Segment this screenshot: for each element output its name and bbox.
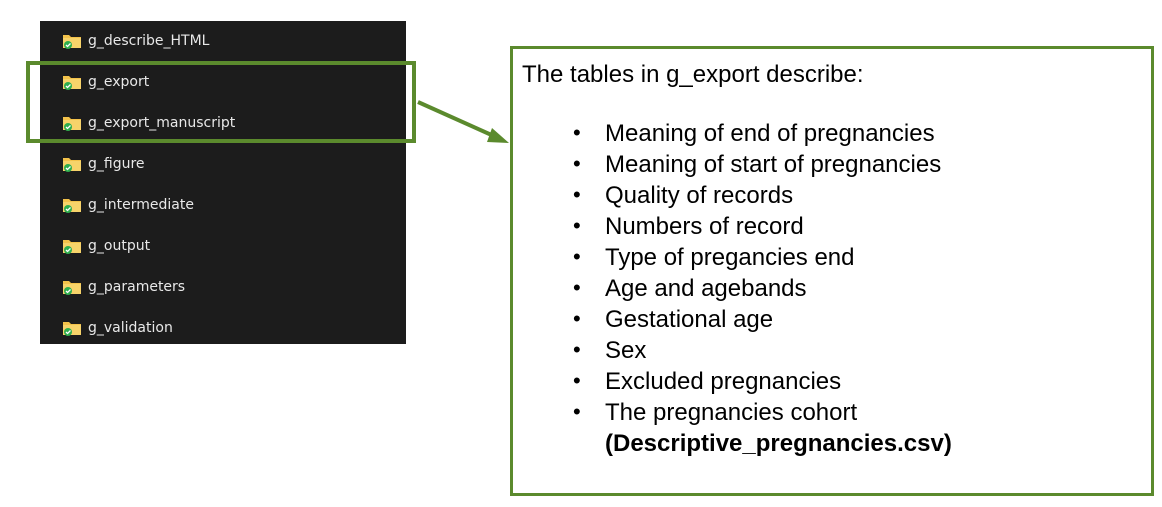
- list-item-text: The pregnancies cohort: [605, 399, 858, 426]
- list-item-text: Quality of records: [605, 182, 794, 209]
- list-item-text: Excluded pregnancies: [605, 368, 842, 395]
- list-item-text: Age and agebands: [605, 275, 807, 302]
- folder-label: g_intermediate: [88, 197, 194, 213]
- folder-label: g_validation: [88, 320, 173, 336]
- folder-label: g_parameters: [88, 279, 186, 295]
- folder-synced-icon: [63, 158, 81, 172]
- folder-item-g-validation[interactable]: g_validation: [40, 314, 406, 342]
- folder-label: g_output: [88, 238, 151, 254]
- bullet-dot: •: [573, 213, 581, 238]
- list-item-text: Numbers of record: [605, 213, 804, 240]
- folder-item-g-export[interactable]: g_export: [40, 68, 406, 96]
- folder-synced-icon: [63, 322, 81, 336]
- bullet-dot: •: [573, 151, 581, 176]
- folder-synced-icon: [63, 240, 81, 254]
- file-explorer-panel: g_describe_HTML g_export g_export_manusc…: [40, 21, 406, 344]
- folder-item-g-describe-html[interactable]: g_describe_HTML: [40, 27, 406, 55]
- highlight-box: [26, 61, 416, 143]
- bullet-dot: •: [573, 368, 581, 393]
- arrow-head-icon: [487, 128, 509, 143]
- folder-item-g-figure[interactable]: g_figure: [40, 150, 406, 178]
- list-item-text: Meaning of start of pregnancies: [605, 151, 942, 178]
- folder-item-g-output[interactable]: g_output: [40, 232, 406, 260]
- bullet-dot: •: [573, 182, 581, 207]
- list-item-text: Gestational age: [605, 306, 774, 333]
- bullet-dot: •: [573, 244, 581, 269]
- folder-label: g_describe_HTML: [88, 33, 210, 49]
- bullet-dot: •: [573, 337, 581, 362]
- folder-synced-icon: [63, 35, 81, 49]
- folder-label: g_export: [88, 74, 150, 90]
- callout-heading: The tables in g_export describe:: [522, 61, 864, 88]
- folder-synced-icon: [63, 117, 81, 131]
- list-item-text: Type of pregancies end: [605, 244, 855, 271]
- cohort-filename: (Descriptive_pregnancies.csv): [605, 430, 952, 457]
- list-item-text: Sex: [605, 337, 647, 364]
- bullet-dot: •: [573, 275, 581, 300]
- folder-item-g-parameters[interactable]: g_parameters: [40, 273, 406, 301]
- folder-label: g_export_manuscript: [88, 115, 236, 131]
- bullet-dot: •: [573, 306, 581, 331]
- arrow-line: [417, 100, 497, 139]
- folder-label: g_figure: [88, 156, 145, 172]
- callout-box: The tables in g_export describe: • Meani…: [510, 46, 1154, 496]
- folder-synced-icon: [63, 281, 81, 295]
- bullet-dot: •: [573, 399, 581, 424]
- folder-synced-icon: [63, 199, 81, 213]
- folder-item-g-export-manuscript[interactable]: g_export_manuscript: [40, 109, 406, 137]
- folder-synced-icon: [63, 76, 81, 90]
- list-item-text: Meaning of end of pregnancies: [605, 120, 935, 147]
- folder-item-g-intermediate[interactable]: g_intermediate: [40, 191, 406, 219]
- bullet-dot: •: [573, 120, 581, 145]
